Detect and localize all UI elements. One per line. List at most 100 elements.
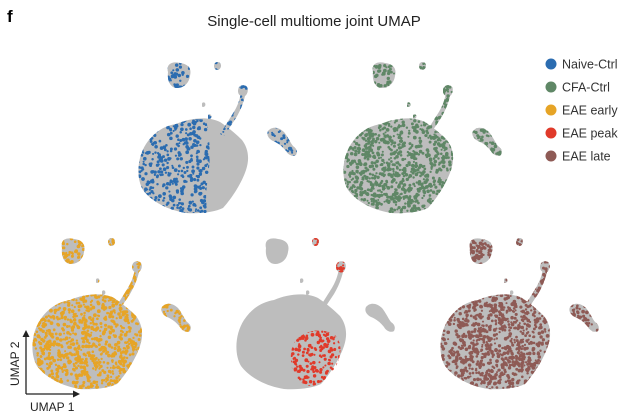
cell-point xyxy=(297,100,300,103)
cell-point xyxy=(56,291,60,294)
cell-point xyxy=(472,62,476,63)
cell-point xyxy=(337,79,341,83)
cell-point xyxy=(504,198,507,201)
cell-point xyxy=(269,80,273,84)
cell-point xyxy=(461,86,465,91)
cell-point xyxy=(502,127,504,129)
cell-point xyxy=(493,180,497,184)
cell-point xyxy=(154,128,159,133)
cell-point xyxy=(357,120,361,123)
cell-point xyxy=(459,149,463,154)
cell-point xyxy=(196,149,200,154)
cell-point xyxy=(248,83,252,87)
cell-point xyxy=(391,105,395,110)
cell-point xyxy=(170,53,173,56)
cell-point xyxy=(295,149,297,153)
cell-point xyxy=(191,200,194,203)
cell-point xyxy=(58,238,62,239)
cell-point xyxy=(141,360,145,364)
cell-point xyxy=(422,178,425,181)
cell-point xyxy=(333,113,336,116)
cell-point xyxy=(133,300,136,303)
cell-point xyxy=(506,168,509,171)
cell-point xyxy=(465,70,468,73)
cell-point xyxy=(150,70,154,74)
cell-point xyxy=(193,139,197,143)
cell-point xyxy=(130,161,132,163)
cell-point xyxy=(372,192,377,197)
cell-point xyxy=(158,382,163,387)
cell-point xyxy=(493,194,498,199)
cell-point xyxy=(367,95,371,99)
cell-point xyxy=(343,178,347,182)
cell-point xyxy=(490,210,495,214)
cell-point xyxy=(141,70,145,75)
cell-point xyxy=(164,275,167,278)
cell-point xyxy=(504,178,507,181)
cell-point xyxy=(232,211,237,213)
cell-point xyxy=(443,118,446,121)
cell-point xyxy=(443,99,447,103)
cell-point xyxy=(300,110,302,112)
cell-point xyxy=(186,102,189,105)
cell-point xyxy=(218,56,221,59)
cell-point xyxy=(171,166,175,169)
cell-point xyxy=(412,62,416,66)
cell-point xyxy=(480,204,485,209)
cell-point xyxy=(361,148,366,152)
cell-point xyxy=(455,182,458,185)
cell-point xyxy=(408,93,412,97)
cell-point xyxy=(367,210,371,214)
cell-point xyxy=(482,169,485,172)
cell-point xyxy=(245,120,248,123)
cell-point xyxy=(253,179,256,182)
cell-point xyxy=(144,201,147,204)
cell-point xyxy=(119,258,123,262)
cell-point xyxy=(395,108,399,111)
cell-point xyxy=(384,131,387,134)
cell-point xyxy=(299,144,302,147)
cell-point xyxy=(199,186,203,190)
cell-point xyxy=(451,170,454,173)
cell-point xyxy=(385,87,389,90)
cell-point xyxy=(246,142,250,146)
cell-point xyxy=(358,162,363,167)
cell-point xyxy=(181,101,184,104)
cell-point xyxy=(277,110,281,114)
cell-point xyxy=(272,194,276,198)
cell-point xyxy=(438,77,441,80)
cell-point xyxy=(438,54,440,56)
cell-point xyxy=(198,90,202,94)
cell-point xyxy=(128,192,130,194)
cell-point xyxy=(445,116,449,120)
cell-point xyxy=(434,149,438,153)
cell-point xyxy=(267,79,271,83)
cell-point xyxy=(495,84,499,88)
cell-point xyxy=(131,299,136,304)
cell-point xyxy=(349,196,353,201)
cell-point xyxy=(431,83,435,87)
cell-point xyxy=(145,54,149,58)
cell-point xyxy=(223,119,227,122)
cell-point xyxy=(496,212,499,214)
cell-point xyxy=(203,209,207,213)
cell-point xyxy=(454,196,457,200)
cell-point xyxy=(181,91,184,94)
cell-point xyxy=(476,190,479,193)
cell-point xyxy=(202,180,206,184)
cell-point xyxy=(351,94,356,98)
cell-point xyxy=(270,69,274,73)
cell-point xyxy=(163,158,168,162)
cell-point xyxy=(283,80,287,84)
cell-point xyxy=(355,130,360,135)
cell-point xyxy=(274,144,278,148)
cell-point xyxy=(133,279,138,283)
cell-point xyxy=(203,205,207,209)
cell-point xyxy=(455,164,459,167)
cell-point xyxy=(196,178,200,182)
cell-point xyxy=(333,63,336,66)
cell-point xyxy=(141,68,145,71)
cell-point xyxy=(248,75,252,79)
cell-point xyxy=(470,199,474,204)
umap-panel-3 xyxy=(32,238,191,390)
